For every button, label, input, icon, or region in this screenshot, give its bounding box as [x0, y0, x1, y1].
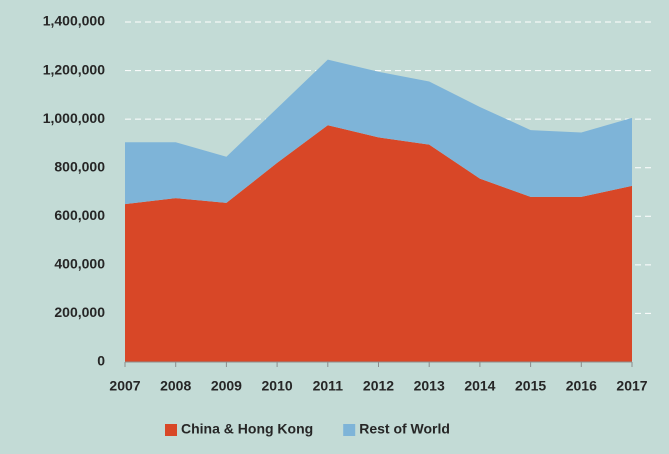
y-tick-label: 1,200,000 — [43, 61, 105, 77]
area — [125, 125, 632, 362]
y-tick-label: 200,000 — [54, 304, 105, 320]
x-tick-label: 2017 — [616, 378, 647, 394]
legend-swatch — [343, 424, 356, 436]
y-tick-label: 1,400,000 — [43, 13, 105, 29]
x-tick-label: 2011 — [313, 378, 344, 394]
area — [125, 59, 632, 205]
x-tick-label: 2013 — [414, 378, 445, 394]
legend-label: Rest of World — [359, 421, 450, 437]
x-tick-label: 2008 — [160, 378, 191, 394]
y-tick-label: 1,000,000 — [43, 110, 105, 126]
x-tick-label: 2015 — [515, 378, 546, 394]
legend-swatch — [165, 424, 177, 436]
y-tick-label: 0 — [97, 353, 105, 369]
y-tick-label: 600,000 — [54, 207, 105, 223]
y-tick-label: 800,000 — [54, 158, 105, 174]
legend-label: China & Hong Kong — [181, 421, 313, 437]
x-tick-label: 2012 — [363, 378, 394, 394]
x-tick-label: 2009 — [211, 378, 242, 394]
y-tick-label: 400,000 — [54, 256, 105, 272]
x-tick-label: 2010 — [262, 378, 293, 394]
x-tick-label: 2007 — [109, 378, 140, 394]
x-tick-label: 2016 — [566, 378, 597, 394]
x-tick-label: 2014 — [464, 378, 495, 394]
